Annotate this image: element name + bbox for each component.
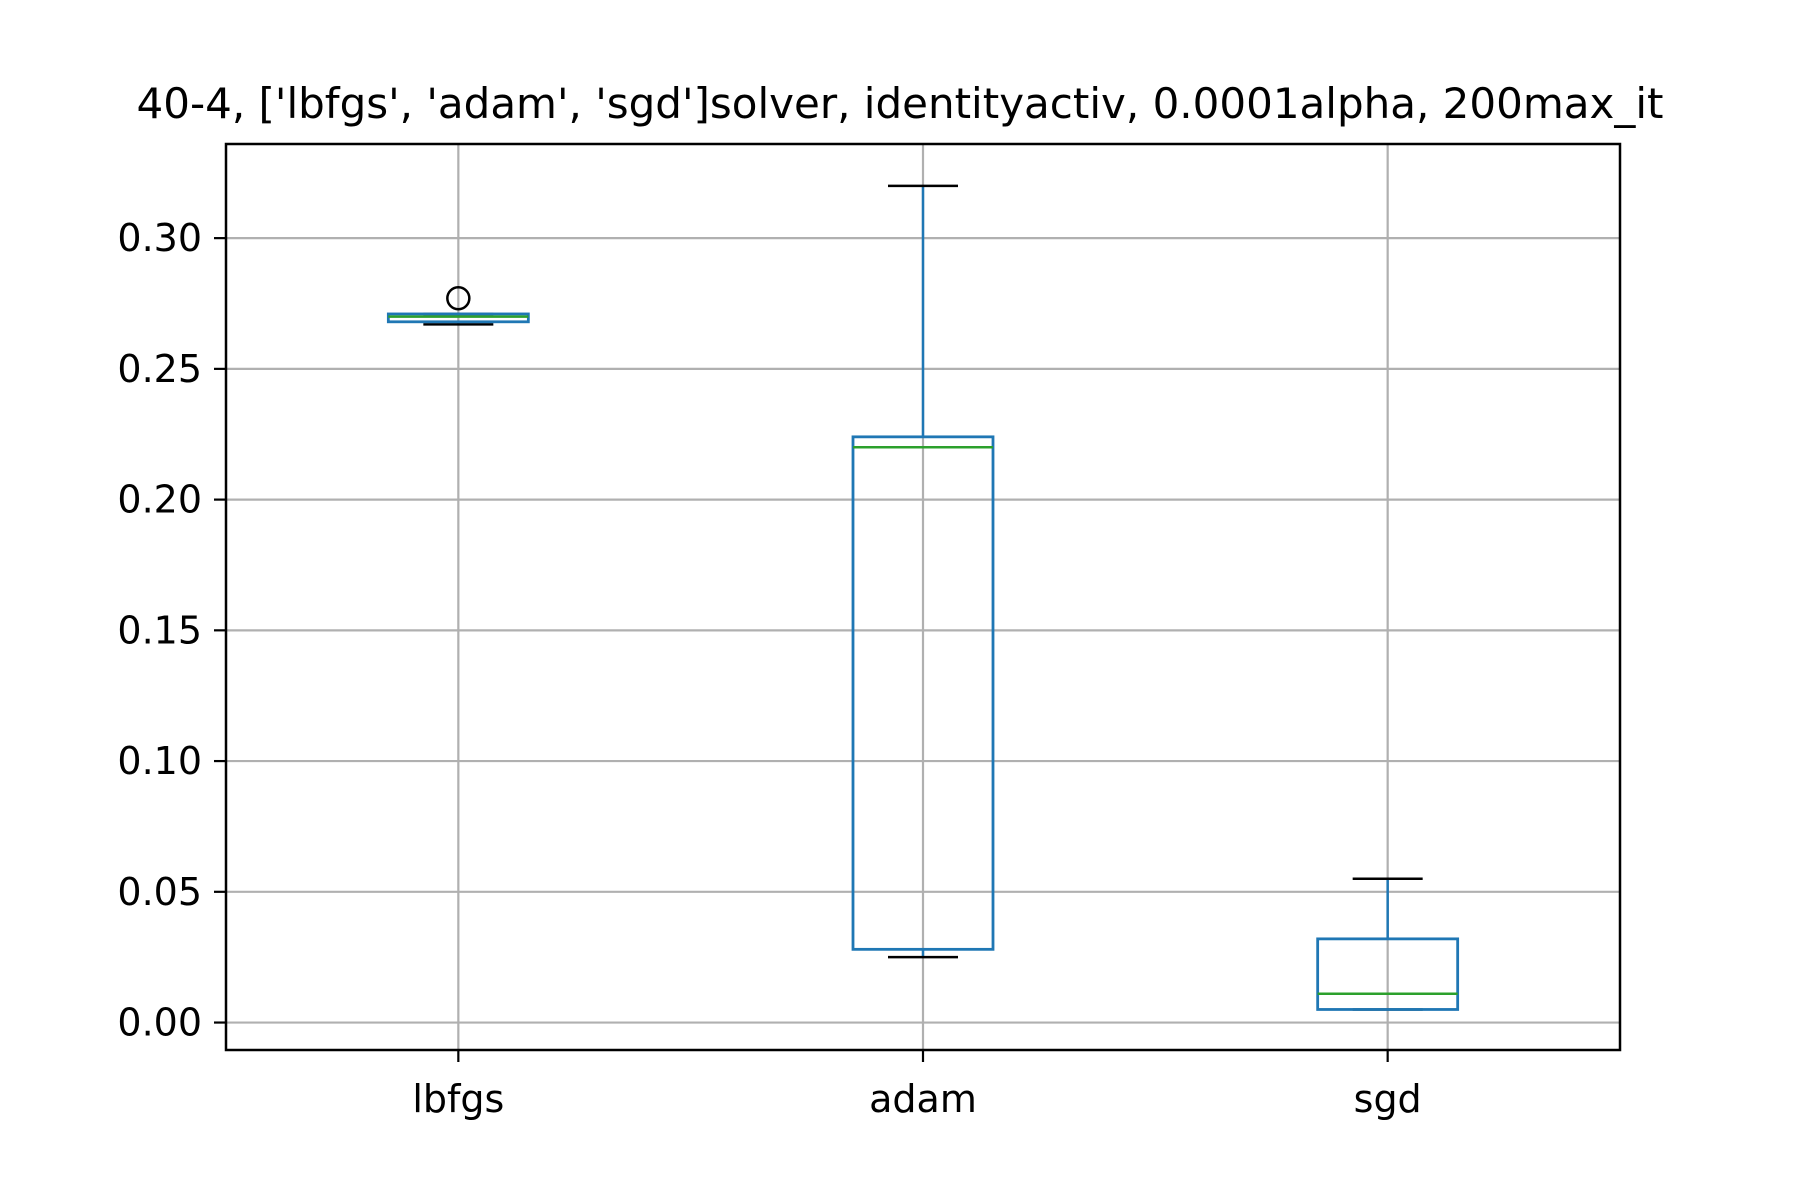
box-group-sgd [1316, 877, 1460, 1011]
x-tick-label: lbfgs [412, 1077, 504, 1121]
box-series [386, 184, 1460, 1011]
chart-title: 40-4, ['lbfgs', 'adam', 'sgd']solver, id… [137, 79, 1664, 128]
box-group-lbfgs [386, 286, 530, 326]
x-tick-label: adam [869, 1077, 977, 1121]
box-iqr [1316, 937, 1460, 1011]
x-tick-label: sgd [1354, 1077, 1422, 1121]
axis-ticks: 0.00 0.05 0.10 0.15 0.20 0.25 0.30 lbfgs adam sgd [117, 216, 1421, 1121]
y-tick-label: 0.20 [117, 478, 202, 522]
box-iqr [386, 312, 530, 324]
y-tick-label: 0.00 [117, 1001, 202, 1045]
box-group-adam [851, 184, 995, 959]
y-tick-label: 0.05 [117, 870, 202, 914]
outlier-point [446, 286, 471, 311]
y-tick-label: 0.10 [117, 739, 202, 783]
y-tick-label: 0.15 [117, 608, 202, 652]
box-iqr [851, 435, 995, 951]
y-tick-label: 0.25 [117, 347, 202, 391]
y-tick-label: 0.30 [117, 216, 202, 260]
